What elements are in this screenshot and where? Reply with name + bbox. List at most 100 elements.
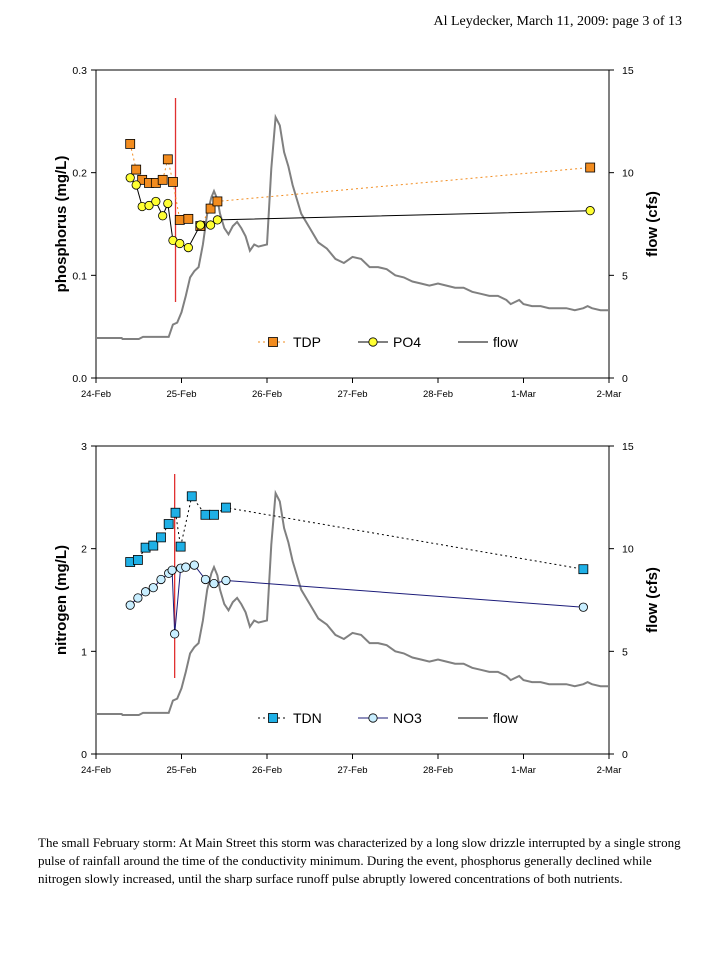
y-tick-label: 0.1 xyxy=(72,270,87,282)
no3-point xyxy=(181,562,191,572)
y2-tick-label: 10 xyxy=(622,544,634,556)
x-tick-label: 2-Mar xyxy=(597,389,622,400)
y-tick-label: 1 xyxy=(81,646,87,658)
tdn-point xyxy=(156,532,166,543)
tdn-point xyxy=(221,502,231,513)
legend-po4-marker xyxy=(368,337,378,347)
tdn-point xyxy=(209,509,219,520)
po4-point xyxy=(163,198,173,209)
tdn-point xyxy=(200,509,211,520)
flow-series-line xyxy=(96,113,609,340)
x-tick-label: 2-Mar xyxy=(597,765,622,776)
phosphorus-chart-svg: 0.0 0.1 0.2 0.3 0 5 10 15 24-Feb 25-Feb 26-Feb 27-F… xyxy=(53,65,661,400)
tdp-point xyxy=(157,174,168,185)
x-tick-label: 26-Feb xyxy=(252,765,282,776)
po4-point xyxy=(151,196,161,207)
tdn-point xyxy=(163,519,174,529)
legend-tdn-label: TDN xyxy=(293,710,322,726)
x-tick-label: 1-Mar xyxy=(511,765,536,776)
no3-point xyxy=(221,575,231,586)
po4-point xyxy=(585,206,595,216)
y2-axis-label: flow (cfs) xyxy=(644,191,661,257)
tdp-series-line xyxy=(129,143,591,227)
tdp-point xyxy=(168,177,178,187)
y-axis-label: nitrogen (mg/L) xyxy=(53,545,70,655)
tdp-point xyxy=(162,154,173,165)
y-tick-label: 0.3 xyxy=(72,65,87,77)
legend-no3-label: NO3 xyxy=(393,710,422,726)
no3-point xyxy=(133,593,143,603)
x-tick-label: 27-Feb xyxy=(337,765,367,776)
y2-tick-label: 0 xyxy=(622,373,628,385)
tdp-point xyxy=(183,213,194,224)
po4-series-line xyxy=(129,177,591,249)
po4-point xyxy=(125,173,135,183)
legend-no3-marker xyxy=(368,713,378,723)
y-tick-label: 2 xyxy=(81,544,87,556)
y-tick-label: 0 xyxy=(81,749,87,761)
tdn-series-line xyxy=(130,495,584,570)
tdp-point xyxy=(585,162,596,173)
tdn-point xyxy=(148,540,159,551)
tdn-point xyxy=(186,491,197,502)
x-tick-label: 26-Feb xyxy=(252,389,282,400)
tdp-point xyxy=(205,203,216,214)
no3-point xyxy=(167,565,177,575)
legend-tdp-marker xyxy=(268,337,278,347)
nitrogen-chart: 0 1 2 3 0 5 10 15 24-Feb 25-Feb 26-Feb 27-Feb 28-Feb… xyxy=(0,434,720,784)
po4-point xyxy=(183,243,193,253)
tdp-point xyxy=(125,139,136,149)
po4-point xyxy=(175,238,185,249)
x-tick-label: 24-Feb xyxy=(81,389,111,400)
x-tick-label: 28-Feb xyxy=(423,389,453,400)
y-tick-label: 3 xyxy=(81,441,87,453)
po4-point xyxy=(205,220,216,230)
x-tick-label: 25-Feb xyxy=(166,389,196,400)
flow-series-line xyxy=(96,489,609,716)
no3-point xyxy=(156,574,166,585)
tdp-point xyxy=(174,214,185,225)
y2-tick-label: 5 xyxy=(622,646,628,658)
x-tick-label: 24-Feb xyxy=(81,765,111,776)
no3-point xyxy=(170,629,180,639)
plot-frame xyxy=(95,69,610,379)
x-tick-label: 1-Mar xyxy=(511,389,536,400)
nitrogen-chart-svg: 0 1 2 3 0 5 10 15 24-Feb 25-Feb 26-Feb 27-Feb 28-Feb… xyxy=(53,441,661,776)
x-tick-label: 28-Feb xyxy=(423,765,453,776)
legend-flow-label: flow xyxy=(493,334,519,350)
legend-tdp-label: TDP xyxy=(293,334,321,350)
po4-point xyxy=(131,180,141,190)
tdp-point xyxy=(131,164,142,175)
y2-tick-label: 10 xyxy=(622,168,634,180)
no3-point xyxy=(125,600,135,610)
y2-axis-label: flow (cfs) xyxy=(644,567,661,633)
legend-flow-label: flow xyxy=(493,710,519,726)
y2-tick-label: 5 xyxy=(622,270,628,282)
legend-tdn-marker xyxy=(268,713,278,723)
page-header: Al Leydecker, March 11, 2009: page 3 of … xyxy=(433,14,682,29)
no3-point xyxy=(189,560,199,570)
phosphorus-chart: 0.0 0.1 0.2 0.3 0 5 10 15 24-Feb 25-Feb 26-Feb 27-F… xyxy=(0,58,720,408)
y-tick-label: 0.2 xyxy=(72,168,87,180)
tdn-point xyxy=(132,555,143,565)
po4-point xyxy=(144,200,154,211)
po4-point xyxy=(158,211,168,221)
no3-point xyxy=(578,602,588,612)
y2-tick-label: 15 xyxy=(622,441,634,453)
y2-tick-label: 15 xyxy=(622,65,634,77)
y-axis-label: phosphorus (mg/L) xyxy=(53,156,70,293)
x-tick-label: 27-Feb xyxy=(337,389,367,400)
figure-caption: The small February storm: At Main Street… xyxy=(38,835,681,886)
tdp-point xyxy=(212,196,223,207)
tdn-point xyxy=(175,541,186,552)
no3-point xyxy=(209,578,219,589)
legend-po4-label: PO4 xyxy=(393,334,421,350)
po4-point xyxy=(212,215,223,225)
no3-point xyxy=(200,574,211,585)
no3-series-line xyxy=(129,564,584,634)
tdn-point xyxy=(578,564,589,575)
po4-point xyxy=(195,220,205,230)
y2-tick-label: 0 xyxy=(622,749,628,761)
no3-point xyxy=(148,583,158,593)
x-tick-label: 25-Feb xyxy=(166,765,196,776)
